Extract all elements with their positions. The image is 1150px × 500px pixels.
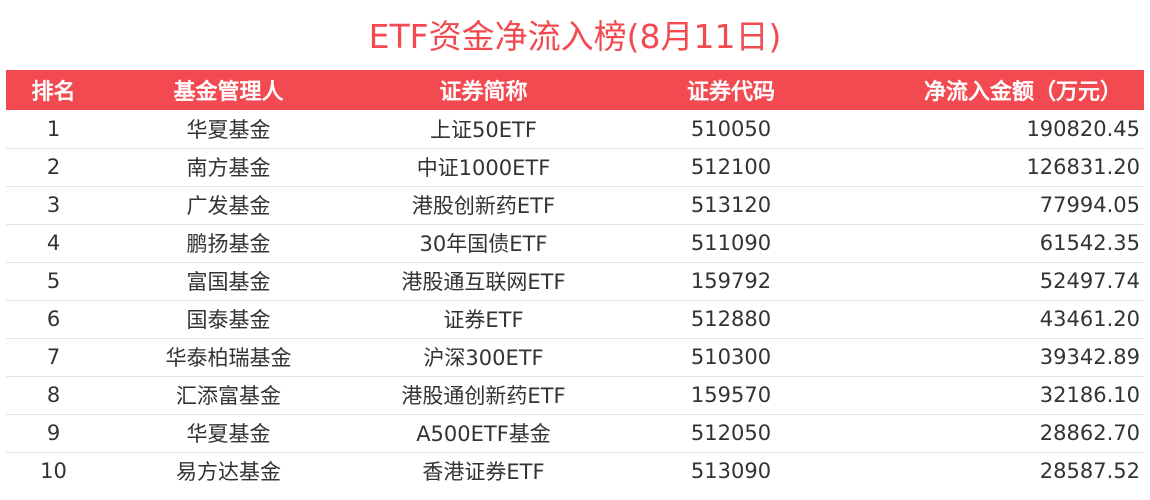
- header-security-code: 证券代码: [611, 70, 851, 110]
- security-code-cell: 159792: [611, 262, 851, 301]
- rank-cell: 1: [6, 110, 101, 149]
- table-row: 7 华泰柏瑞基金 沪深300ETF 510300 39342.89: [6, 338, 1144, 377]
- security-name-cell: 中证1000ETF: [356, 148, 611, 187]
- manager-cell: 易方达基金: [176, 460, 281, 485]
- net-inflow-cell: 77994.05: [851, 186, 1144, 225]
- table-row: 5 富国基金 港股通互联网ETF 159792 52497.74: [6, 262, 1144, 301]
- table-body: 1 华夏基金 上证50ETF 510050 190820.45 2 南方基金 中…: [6, 110, 1144, 490]
- manager-cell: 华夏基金: [101, 110, 356, 149]
- net-inflow-cell: 190820.45: [851, 110, 1144, 149]
- rank-cell: 10: [40, 459, 67, 484]
- rank-cell: 4: [6, 224, 101, 263]
- rank-cell: 7: [6, 338, 101, 377]
- rank-cell: 2: [6, 148, 101, 187]
- page-title: ETF资金净流入榜(8月11日): [368, 17, 782, 56]
- security-name-cell: 证券ETF: [356, 300, 611, 339]
- table-header: 排名 基金管理人 证券简称 证券代码 净流入金额（万元）: [6, 70, 1144, 110]
- security-name-cell: 港股创新药ETF: [356, 186, 611, 225]
- header-manager: 基金管理人: [101, 70, 356, 110]
- security-name-cell: A500ETF基金: [356, 414, 611, 453]
- rank-cell: 9: [6, 414, 101, 453]
- security-code-cell: 513120: [611, 186, 851, 225]
- table-row: 8 汇添富基金 港股通创新药ETF 159570 32186.10: [6, 376, 1144, 415]
- security-name-cell: 港股通互联网ETF: [356, 262, 611, 301]
- security-code-cell: 513090: [690, 459, 772, 484]
- net-inflow-cell: 32186.10: [851, 376, 1144, 415]
- security-name-cell: 沪深300ETF: [356, 338, 611, 377]
- table-row: 4 鹏扬基金 30年国债ETF 511090 61542.35: [6, 224, 1144, 263]
- security-name-cell: 30年国债ETF: [356, 224, 611, 263]
- net-inflow-cell: 28862.70: [851, 414, 1144, 453]
- etf-inflow-table: 排名 基金管理人 证券简称 证券代码 净流入金额（万元） 1 华夏基金 上证50…: [6, 70, 1144, 490]
- manager-cell: 广发基金: [101, 186, 356, 225]
- table-row: 1 华夏基金 上证50ETF 510050 190820.45: [6, 110, 1144, 149]
- net-inflow-cell: 28587.52: [1039, 459, 1140, 484]
- net-inflow-cell: 61542.35: [851, 224, 1144, 263]
- table-row: 9 华夏基金 A500ETF基金 512050 28862.70: [6, 414, 1144, 453]
- net-inflow-cell: 126831.20: [851, 148, 1144, 187]
- rank-cell: 6: [6, 300, 101, 339]
- table-row: 2 南方基金 中证1000ETF 512100 126831.20: [6, 148, 1144, 187]
- security-code-cell: 511090: [611, 224, 851, 263]
- net-inflow-cell: 43461.20: [851, 300, 1144, 339]
- security-code-cell: 512050: [611, 414, 851, 453]
- security-name-cell: 香港证券ETF: [422, 460, 545, 485]
- table-row: 3 广发基金 港股创新药ETF 513120 77994.05: [6, 186, 1144, 225]
- manager-cell: 华夏基金: [101, 414, 356, 453]
- manager-cell: 汇添富基金: [101, 376, 356, 415]
- security-name-cell: 港股通创新药ETF: [356, 376, 611, 415]
- manager-cell: 国泰基金: [101, 300, 356, 339]
- security-code-cell: 159570: [611, 376, 851, 415]
- header-net-inflow: 净流入金额（万元）: [851, 70, 1144, 110]
- security-name-cell: 上证50ETF: [356, 110, 611, 149]
- net-inflow-cell: 39342.89: [851, 338, 1144, 377]
- header-row: 排名 基金管理人 证券简称 证券代码 净流入金额（万元）: [6, 70, 1144, 110]
- security-code-cell: 512100: [611, 148, 851, 187]
- manager-cell: 鹏扬基金: [101, 224, 356, 263]
- manager-cell: 华泰柏瑞基金: [101, 338, 356, 377]
- manager-cell: 南方基金: [101, 148, 356, 187]
- security-code-cell: 510050: [611, 110, 851, 149]
- rank-cell: 3: [6, 186, 101, 225]
- rank-cell: 8: [6, 376, 101, 415]
- table-row: 6 国泰基金 证券ETF 512880 43461.20: [6, 300, 1144, 339]
- net-inflow-cell: 52497.74: [851, 262, 1144, 301]
- security-code-cell: 512880: [611, 300, 851, 339]
- security-code-cell: 510300: [611, 338, 851, 377]
- table-row: 10 易方达基金 香港证券ETF 513090 28587.52: [6, 452, 1144, 490]
- header-rank: 排名: [6, 70, 101, 110]
- header-security-name: 证券简称: [356, 70, 611, 110]
- rank-cell: 5: [6, 262, 101, 301]
- manager-cell: 富国基金: [101, 262, 356, 301]
